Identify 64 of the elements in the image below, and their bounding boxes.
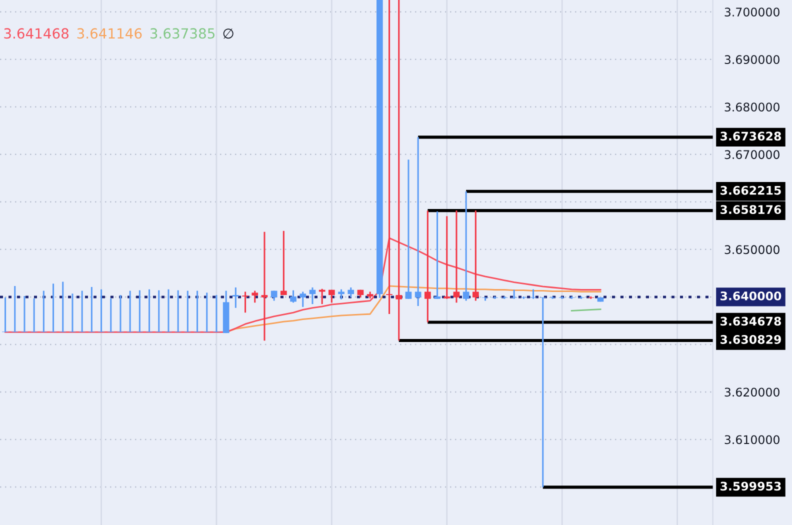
candlestick: [338, 288, 344, 300]
candlestick: [30, 298, 38, 333]
candlestick: [174, 290, 182, 333]
candlestick: [472, 210, 479, 302]
candlestick: [69, 292, 76, 333]
y-tick-label: 3.680000: [724, 102, 780, 112]
candlestick: [78, 290, 86, 333]
candlestick: [88, 286, 95, 333]
ref-line-label: 3.658176: [720, 205, 782, 214]
candlestick: [462, 190, 470, 302]
y-tick-label: 3.690000: [724, 55, 780, 64]
y-tick-label: 3.670000: [724, 150, 780, 160]
annotation: 3.637385: [150, 28, 214, 39]
candlestick: [50, 282, 56, 333]
candlestick: [21, 295, 28, 333]
candlestick: [405, 158, 412, 300]
candlestick: [213, 294, 220, 333]
y-tick-label: 3.610000: [724, 435, 780, 444]
y-tick-label: 3.620000: [724, 388, 780, 397]
annotation: 3.641146: [77, 28, 142, 39]
candlestick: [136, 290, 143, 333]
candlestick: [444, 215, 450, 300]
candlestick: [12, 285, 18, 333]
annotation: ∅: [223, 28, 234, 39]
candlestick: [242, 290, 248, 314]
candlestick: [348, 286, 354, 298]
y-tick-label: 3.650000: [724, 245, 780, 254]
candlestick: [60, 280, 66, 333]
candlestick: [117, 294, 124, 333]
candlestick: [146, 288, 152, 333]
candlestick: [108, 298, 114, 333]
y-tick-label: 3.700000: [724, 8, 780, 17]
candlestick: [434, 210, 440, 300]
ref-line-label: 3.630829: [720, 335, 781, 344]
candlestick: [396, 0, 402, 342]
candlestick: [386, 0, 392, 315]
ref-line-label: 3.662215: [720, 186, 781, 195]
candlestick: [280, 230, 287, 296]
candlestick: [290, 290, 296, 304]
ref-line-label: 3.634678: [720, 316, 781, 326]
candlestick: [2, 296, 8, 333]
candlestick: [530, 288, 536, 300]
ref-line-label: 3.640000: [720, 291, 782, 300]
candlestick: [453, 210, 460, 304]
candlestick: [252, 290, 258, 304]
candlestick: [300, 290, 306, 308]
candlestick: [194, 290, 200, 333]
candlestick: [232, 286, 239, 309]
candlestick: [424, 210, 431, 323]
ref-line-label: 3.599953: [720, 482, 781, 491]
ref-line-label: 3.673628: [720, 132, 781, 141]
candlestick: [165, 288, 172, 333]
candlestick: [126, 290, 134, 333]
candlestick: [156, 290, 162, 333]
candlestick: [540, 296, 546, 488]
candlestick: [204, 292, 210, 333]
candlestick: [98, 288, 104, 333]
candlestick: [510, 289, 518, 300]
candlestick: [414, 136, 422, 307]
candlestick: [184, 290, 191, 333]
candlestick: [328, 289, 335, 304]
candlestick: [40, 290, 47, 333]
candlestick: [261, 231, 268, 342]
annotation: 3.641468: [4, 28, 68, 39]
